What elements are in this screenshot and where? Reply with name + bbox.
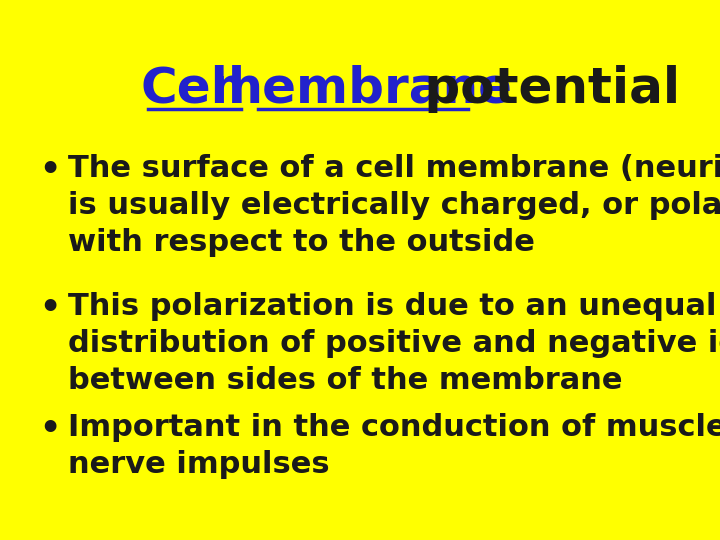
Text: •: • <box>40 292 61 325</box>
Text: The surface of a cell membrane (neurilemma)
is usually electrically charged, or : The surface of a cell membrane (neurilem… <box>68 154 720 257</box>
Text: membrane: membrane <box>211 65 513 113</box>
Text: potential: potential <box>407 65 680 113</box>
Text: This polarization is due to an unequal
distribution of positive and negative ion: This polarization is due to an unequal d… <box>68 292 720 395</box>
Text: •: • <box>40 413 61 446</box>
Text: Important in the conduction of muscle and
nerve impulses: Important in the conduction of muscle an… <box>68 413 720 479</box>
Text: Cell: Cell <box>140 65 246 113</box>
Text: •: • <box>40 154 61 187</box>
